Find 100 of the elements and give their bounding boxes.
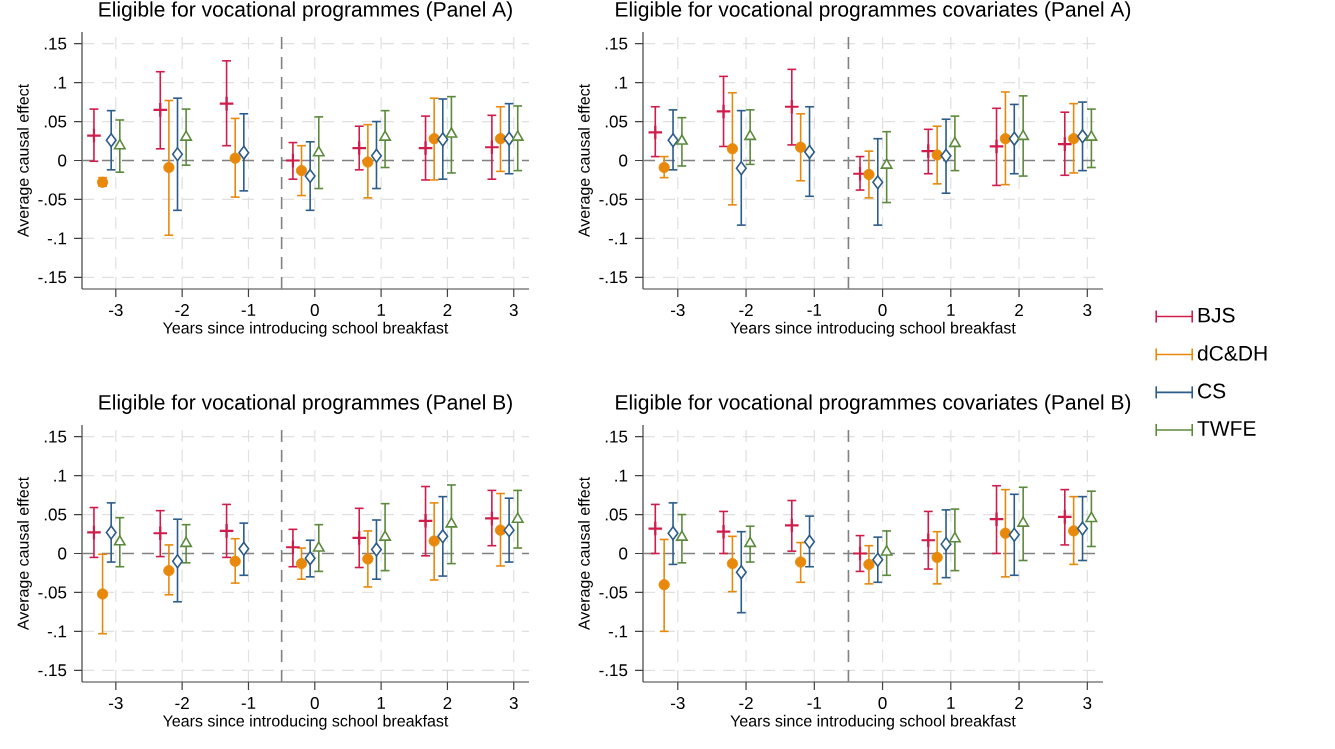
- x-tick-label: 1: [947, 697, 955, 709]
- y-tick-label: .15: [44, 37, 67, 50]
- x-axis-title: Years since introducing school breakfast: [162, 321, 449, 337]
- point: [445, 517, 458, 528]
- point: [304, 550, 316, 566]
- point: [1008, 131, 1020, 146]
- point: [803, 534, 816, 550]
- point: [1076, 521, 1089, 536]
- x-tick-label: 0: [310, 697, 319, 710]
- y-axis-title: Average causal effect: [16, 83, 32, 238]
- point: [370, 148, 383, 164]
- chart-title: Eligible for vocational programmes (Panel A): [99, 1, 512, 21]
- point: [379, 130, 392, 141]
- point: [105, 525, 117, 540]
- y-axis-title: Average causal effect: [577, 83, 593, 238]
- x-tick-label: -2: [175, 304, 189, 316]
- point: [1085, 511, 1098, 523]
- y-tick-label: .05: [605, 508, 628, 521]
- point: [715, 523, 732, 540]
- point: [152, 525, 169, 542]
- point: [647, 520, 664, 537]
- point: [795, 556, 807, 568]
- point: [735, 161, 747, 176]
- point: [285, 152, 301, 169]
- x-tick-label: 2: [1015, 697, 1023, 709]
- point: [180, 130, 193, 141]
- point: [880, 158, 893, 169]
- y-tick-label: .1: [54, 76, 67, 89]
- x-tick-label: -2: [739, 697, 753, 709]
- x-tick-label: -3: [109, 304, 123, 317]
- point: [113, 535, 126, 546]
- point: [988, 138, 1005, 155]
- point: [1056, 136, 1073, 153]
- point: [180, 536, 193, 548]
- x-tick-label: -3: [671, 304, 685, 317]
- point: [803, 144, 816, 160]
- point: [511, 130, 524, 141]
- point: [96, 588, 109, 600]
- point: [744, 129, 757, 141]
- point: [285, 539, 301, 556]
- point: [229, 152, 241, 164]
- y-tick-label: -.15: [38, 664, 67, 677]
- x-tick-label: 2: [443, 304, 452, 316]
- point: [988, 511, 1005, 528]
- point: [1008, 527, 1020, 542]
- y-tick-label: -.15: [599, 271, 628, 284]
- y-tick-label: -.05: [38, 586, 67, 599]
- x-tick-label: 3: [1083, 697, 1092, 710]
- point: [295, 558, 308, 570]
- y-tick-label: .1: [615, 469, 628, 482]
- point: [370, 542, 383, 557]
- point: [494, 133, 507, 145]
- point: [238, 541, 250, 557]
- point: [880, 545, 893, 556]
- point: [351, 140, 368, 156]
- chart-title: Eligible for vocational programmes covariates (Panel A): [616, 1, 1131, 21]
- point: [667, 526, 679, 541]
- point: [362, 553, 374, 565]
- legend-label: BJS: [1198, 307, 1235, 323]
- point: [999, 527, 1012, 539]
- y-tick-label: -.05: [38, 193, 67, 206]
- point: [675, 530, 688, 541]
- point: [1017, 516, 1030, 527]
- point: [647, 124, 664, 141]
- point: [229, 555, 241, 567]
- y-tick-label: 0: [619, 154, 628, 167]
- point: [511, 512, 524, 524]
- x-axis-title: Years since introducing school breakfast: [730, 321, 1016, 337]
- point: [171, 147, 184, 162]
- point: [445, 127, 458, 138]
- point: [437, 132, 449, 147]
- y-tick-label: -.1: [47, 625, 67, 638]
- x-tick-label: 0: [878, 304, 887, 317]
- chart-title: Eligible for vocational programmes (Panel B): [99, 394, 512, 414]
- point: [940, 536, 952, 552]
- point: [503, 522, 515, 538]
- y-tick-label: -.05: [599, 586, 628, 599]
- x-tick-label: -1: [241, 697, 256, 709]
- point: [351, 530, 368, 546]
- point: [872, 175, 884, 190]
- y-tick-label: -.15: [38, 271, 67, 284]
- point: [163, 161, 175, 174]
- point: [1076, 129, 1089, 144]
- point: [920, 532, 937, 549]
- point: [863, 558, 875, 570]
- point: [744, 536, 757, 548]
- point: [312, 541, 325, 552]
- point: [86, 524, 102, 541]
- point: [658, 161, 670, 174]
- point: [312, 145, 325, 157]
- point: [295, 165, 308, 177]
- point: [428, 535, 440, 547]
- point: [437, 529, 449, 544]
- point: [863, 168, 875, 181]
- point: [667, 133, 679, 148]
- x-tick-label: -1: [807, 697, 822, 709]
- x-tick-label: -2: [175, 697, 189, 709]
- y-tick-label: .05: [605, 115, 628, 128]
- legend-label: dC&DH: [1197, 345, 1267, 361]
- x-tick-label: 1: [947, 304, 955, 316]
